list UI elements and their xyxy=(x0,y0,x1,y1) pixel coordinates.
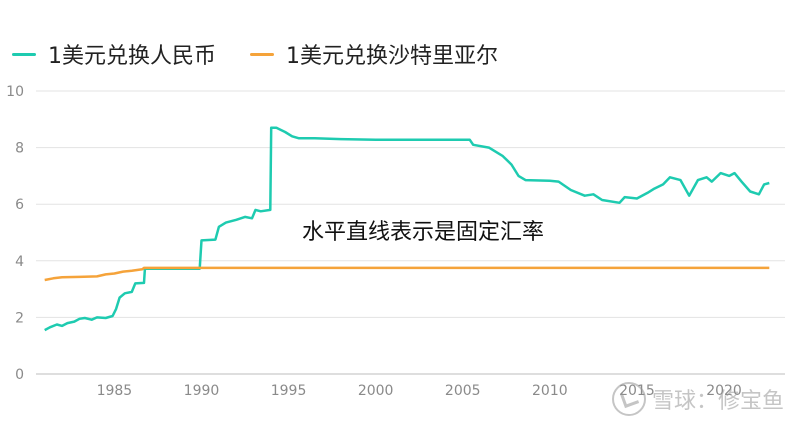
series-line-sar xyxy=(44,266,770,282)
y-tick-label: 2 xyxy=(15,310,24,326)
series-line-cny xyxy=(44,126,770,332)
y-tick-label: 8 xyxy=(15,141,24,157)
x-tick-label: 1990 xyxy=(184,383,220,399)
x-tick-label: 2005 xyxy=(445,383,481,399)
snowball-logo-icon xyxy=(612,382,646,416)
x-tick-label: 1995 xyxy=(271,383,307,399)
series-lines xyxy=(44,126,770,332)
x-tick-label: 2010 xyxy=(532,383,568,399)
y-tick-label: 0 xyxy=(15,367,24,383)
y-tick-label: 4 xyxy=(15,254,24,270)
legend-item-sar: 1美元兑换沙特里亚尔 xyxy=(250,38,498,70)
x-tick-label: 1985 xyxy=(97,383,133,399)
legend-item-cny: 1美元兑换人民币 xyxy=(12,38,216,70)
watermark-text: 雪球：修宝鱼 xyxy=(652,389,785,414)
y-axis-ticks: 0 2 4 6 8 10 xyxy=(6,84,24,383)
grid-lines xyxy=(36,90,785,375)
x-axis-ticks: 1985 1990 1995 2000 2005 2010 2015 2020 xyxy=(97,383,742,399)
legend-label-cny: 1美元兑换人民币 xyxy=(48,44,216,69)
legend-label-sar: 1美元兑换沙特里亚尔 xyxy=(286,44,498,69)
x-tick-label: 2020 xyxy=(706,383,742,399)
legend-swatch-sar xyxy=(250,52,274,56)
y-tick-label: 10 xyxy=(6,84,24,100)
y-tick-label: 6 xyxy=(15,197,24,213)
legend-swatch-cny xyxy=(12,52,36,56)
watermark: 雪球：修宝鱼 xyxy=(612,382,784,416)
chart-annotation: 水平直线表示是固定汇率 xyxy=(302,220,545,245)
x-tick-label: 2000 xyxy=(358,383,394,399)
legend: 1美元兑换人民币 1美元兑换沙特里亚尔 xyxy=(12,38,532,70)
